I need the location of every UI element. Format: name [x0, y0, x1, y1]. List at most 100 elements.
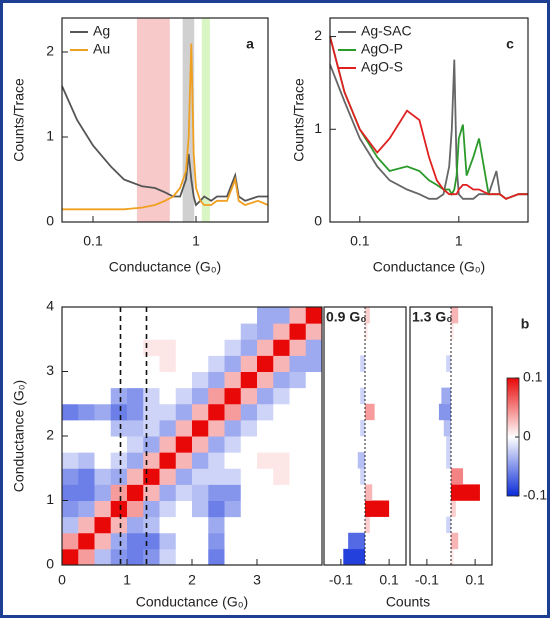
heatmap-cell — [175, 532, 193, 550]
heatmap-cell — [78, 468, 95, 485]
heatmap-cell — [240, 452, 258, 469]
heatmap-cell — [78, 452, 95, 469]
heatmap-cell — [208, 548, 225, 566]
heatmap-cell — [305, 355, 323, 372]
heatmap-cell — [127, 339, 144, 356]
bar — [451, 323, 454, 340]
heatmap-cell — [305, 500, 323, 518]
heatmap-cell — [257, 468, 274, 485]
heatmap-cell — [192, 500, 209, 518]
heatmap-cell — [175, 419, 193, 437]
heatmap-cell — [224, 419, 242, 437]
heatmap-cell — [305, 484, 323, 501]
plot-frame — [323, 306, 407, 566]
heatmap-cell — [159, 387, 177, 405]
heatmap-cell — [127, 436, 144, 453]
bar — [365, 516, 370, 534]
panel-letter: b — [521, 316, 530, 332]
heatmap-cell — [78, 387, 95, 405]
heatmap-cell — [240, 371, 258, 389]
heatmap-cell — [192, 419, 209, 437]
heatmap-cell — [240, 516, 258, 534]
heatmap-cell — [257, 323, 274, 340]
heatmap-cell — [208, 532, 225, 550]
heatmap-cell — [78, 548, 95, 566]
heatmap-cell — [127, 403, 144, 421]
heatmap-cell — [240, 419, 258, 437]
heatmap-cell — [289, 339, 307, 356]
heatmap-cell — [289, 307, 307, 324]
heatmap-cell — [143, 355, 160, 372]
y-tick-label: 0 — [314, 213, 322, 229]
heatmap-cell — [289, 323, 307, 340]
heatmap-cell — [192, 484, 209, 501]
heatmap-cell — [240, 339, 258, 356]
heatmap-cell — [305, 323, 323, 340]
x-tick-label: 2 — [188, 572, 196, 588]
heatmap-cell — [110, 452, 128, 469]
heatmap-cell — [143, 500, 160, 518]
heatmap-cell — [305, 532, 323, 550]
x-tick-label: -0.1 — [415, 572, 439, 588]
heatmap-cell — [110, 436, 128, 453]
heatmap-cell — [159, 323, 177, 340]
heatmap-cell — [62, 500, 79, 518]
heatmap-cell — [192, 436, 209, 453]
heatmap-cell — [175, 436, 193, 453]
heatmap-cell — [94, 516, 112, 534]
heatmap-cell — [240, 532, 258, 550]
heatmap-cell — [273, 387, 290, 405]
heatmap-cell — [192, 452, 209, 469]
heatmap-cell — [257, 403, 274, 421]
heatmap-cell — [78, 307, 95, 324]
heatmap-cell — [159, 419, 177, 437]
x-axis-label: Conductance (G₀) — [136, 594, 248, 610]
heatmap-cell — [94, 403, 112, 421]
plot-frame — [61, 306, 323, 566]
heatmap-cell — [273, 307, 290, 324]
heatmap-cell — [273, 419, 290, 437]
heatmap-cell — [94, 484, 112, 501]
y-axis-label: Counts/Trace — [11, 78, 27, 162]
heatmap-cell — [224, 403, 242, 421]
heatmap-cell — [78, 403, 95, 421]
heatmap-cell — [257, 516, 274, 534]
heatmap-cell — [110, 323, 128, 340]
heatmap-cell — [62, 419, 79, 437]
heatmap-cell — [78, 436, 95, 453]
x-tick-label: -0.1 — [329, 572, 353, 588]
heatmap-cell — [159, 548, 177, 566]
heatmap-cell — [78, 484, 95, 501]
heatmap-cell — [224, 371, 242, 389]
heatmap-cell — [175, 307, 193, 324]
heatmap-cell — [240, 323, 258, 340]
heatmap-cell — [273, 468, 290, 485]
heatmap-cell — [127, 500, 144, 518]
heatmap-cell — [240, 468, 258, 485]
bar — [451, 500, 456, 517]
heatmap-cell — [192, 516, 209, 534]
x-tick-label: 1 — [455, 233, 463, 249]
heatmap-cell — [110, 419, 128, 437]
heatmap-cell — [257, 355, 274, 372]
heatmap-cell — [110, 468, 128, 485]
heatmap-cell — [224, 387, 242, 405]
bar — [365, 484, 373, 501]
heatmap-cell — [159, 339, 177, 356]
bar — [357, 452, 365, 469]
heatmap-cell — [127, 532, 144, 550]
heatmap-cell — [143, 532, 160, 550]
heatmap-cell — [94, 436, 112, 453]
heatmap-cell — [143, 371, 160, 389]
x-tick-label: 1 — [123, 572, 131, 588]
heatmap-cell — [208, 419, 225, 437]
heatmap-cell — [192, 548, 209, 566]
heatmap-cell — [143, 323, 160, 340]
bar — [451, 468, 464, 485]
heatmap-cell — [224, 516, 242, 534]
heatmap-cell — [257, 307, 274, 324]
heatmap-cell — [273, 355, 290, 372]
heatmap-cell — [159, 307, 177, 324]
heatmap-cell — [78, 516, 95, 534]
